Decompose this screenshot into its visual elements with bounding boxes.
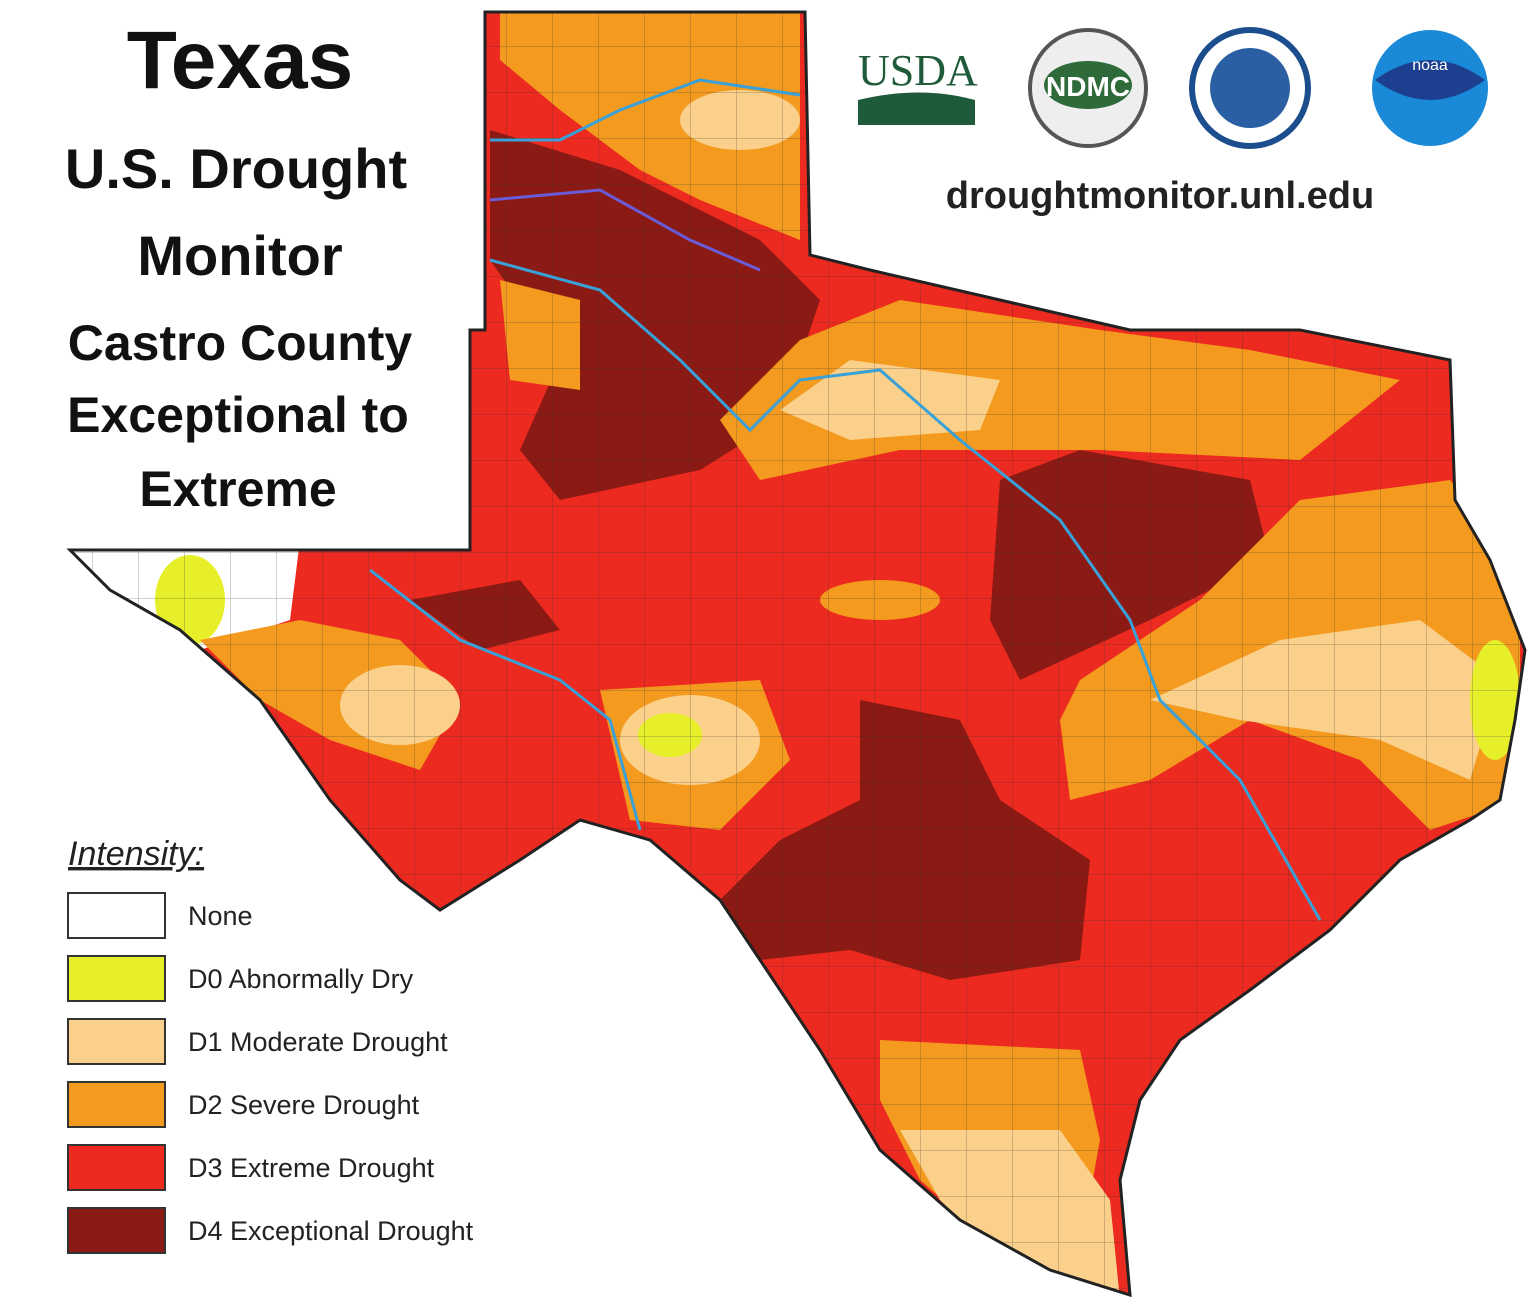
legend-swatch [67,1081,166,1128]
subtitle: Extreme [139,461,336,517]
subtitle: Castro County [68,315,413,371]
legend-swatch [67,955,166,1002]
subtitle: Exceptional to [67,387,409,443]
title-box [0,0,468,545]
ndmc-logo: NDMC [1046,71,1130,102]
logos: USDA NDMC noaa [858,27,1488,149]
legend-label: D0 Abnormally Dry [188,964,414,994]
legend-label: D4 Exceptional Drought [188,1216,474,1246]
legend-label: D2 Severe Drought [188,1090,420,1120]
legend-label: D1 Moderate Drought [188,1027,448,1057]
legend-swatch [67,1144,166,1191]
url: droughtmonitor.unl.edu [946,175,1374,217]
legend-swatch [67,1207,166,1254]
legend-swatch [67,892,166,939]
usda-logo: USDA [858,46,978,95]
legend-label: D3 Extreme Drought [188,1153,435,1183]
noaa-logo: noaa [1412,57,1448,74]
legend-title: Intensity: [68,835,204,873]
legend: None D0 Abnormally Dry D1 Moderate Drought… [67,892,474,1254]
subtitle: U.S. Drought [65,137,407,200]
legend-swatch [67,1018,166,1065]
subtitle: Monitor [137,224,342,287]
legend-label: None [188,901,253,931]
title: Texas [127,15,353,106]
